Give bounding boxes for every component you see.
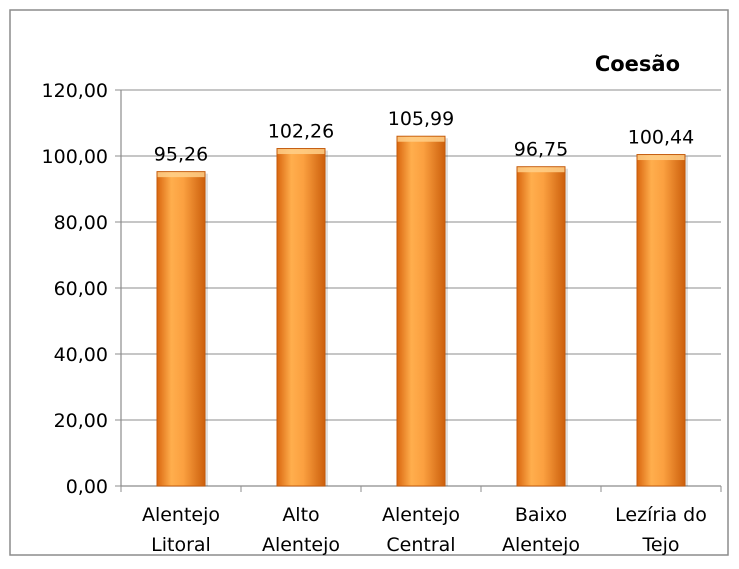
data-label: 102,26	[268, 121, 334, 143]
bar	[516, 166, 566, 487]
category-label: Central	[386, 534, 455, 556]
category-label: Alentejo	[502, 534, 580, 556]
category-label: Tejo	[642, 534, 680, 556]
category-label: Alentejo	[262, 534, 340, 556]
category-label: Litoral	[151, 534, 211, 556]
y-tick-label: 0,00	[66, 476, 108, 498]
y-tick-label: 20,00	[54, 410, 108, 432]
chart-title: Coesão	[595, 52, 680, 76]
y-tick-label: 120,00	[42, 80, 108, 102]
bar	[396, 135, 446, 487]
bar	[636, 154, 686, 487]
category-label: Alentejo	[382, 504, 460, 526]
category-label: Alto	[282, 504, 319, 526]
y-tick-label: 60,00	[54, 278, 108, 300]
labels: 0,00 20,00 40,00 60,00 80,00 100,00 120,00 95,2…	[42, 80, 707, 556]
bar-top-highlight	[157, 172, 205, 178]
bar-top-highlight	[277, 149, 325, 155]
category-label: Alentejo	[142, 504, 220, 526]
data-label: 96,75	[514, 139, 568, 161]
category-label: Lezíria do	[615, 504, 707, 526]
data-label: 95,26	[154, 144, 208, 166]
bar	[156, 171, 206, 487]
category-label: Baixo	[515, 504, 567, 526]
bar-top-highlight	[637, 155, 685, 161]
y-tick-label: 100,00	[42, 146, 108, 168]
y-tick-label: 80,00	[54, 212, 108, 234]
bar-top-highlight	[397, 136, 445, 142]
bar	[276, 148, 326, 487]
y-tick-label: 40,00	[54, 344, 108, 366]
bars	[156, 135, 688, 487]
bar-top-highlight	[517, 167, 565, 173]
chart-border	[9, 9, 729, 556]
data-label: 100,44	[628, 127, 694, 149]
data-label: 105,99	[388, 108, 454, 130]
